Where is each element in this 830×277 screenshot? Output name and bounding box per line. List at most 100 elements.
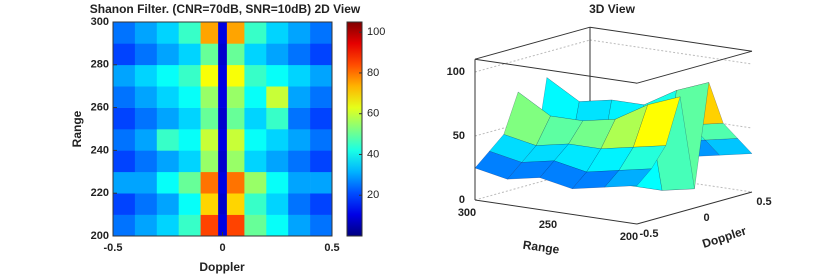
- grid-line: [474, 39, 591, 73]
- heatmap-cell: [288, 64, 311, 87]
- heatmap-cell: [226, 129, 245, 151]
- heatmap-cell: [288, 171, 311, 194]
- heatmap-cell: [244, 150, 267, 173]
- heatmap-cell: [288, 22, 311, 44]
- heatmap-cell: [156, 150, 179, 173]
- heatmap-cell: [310, 43, 333, 66]
- heatmap-cell: [288, 193, 311, 215]
- heatmap-cell: [218, 43, 228, 66]
- heatmap-cell: [113, 22, 136, 44]
- x-tick-label: 0: [703, 212, 709, 224]
- heatmap-cell: [156, 171, 179, 194]
- y-tick-label: 200: [620, 231, 638, 243]
- heatmap-cell: [266, 43, 289, 66]
- heatmap-cell: [156, 214, 179, 237]
- heatmap-cell: [134, 86, 158, 108]
- heatmap-cell: [244, 193, 267, 215]
- heatmap-cell: [178, 193, 201, 215]
- x-axis-label: Doppler: [199, 260, 245, 274]
- heatmap-cell: [266, 64, 289, 87]
- heatmap-cell: [310, 86, 333, 108]
- heatmap-cell: [156, 22, 179, 44]
- heatmap-cell: [226, 150, 245, 173]
- surface-patch: [539, 160, 588, 190]
- heatmap-cell: [200, 107, 219, 130]
- x-tick-label: 0.5: [756, 196, 771, 208]
- y-tick-label: 220: [91, 187, 109, 199]
- heatmap-cell: [266, 86, 289, 108]
- heatmap-cell: [288, 214, 311, 237]
- heatmap-cell: [178, 64, 201, 87]
- colorbar-tick-label: 60: [367, 108, 379, 120]
- heatmap-cell: [113, 64, 136, 87]
- heatmap-cell: [288, 107, 311, 130]
- heatmap-cell: [266, 193, 289, 215]
- heatmap-cell: [113, 150, 136, 173]
- heatmap-cell: [113, 193, 136, 215]
- surface-patch: [506, 160, 555, 180]
- heatmap-cell: [244, 64, 267, 87]
- heatmap-cell: [310, 107, 333, 130]
- heatmap-cell: [156, 193, 179, 215]
- heatmap-cell: [226, 107, 245, 130]
- heatmap-cell: [266, 129, 289, 151]
- heatmap-cell: [244, 214, 267, 237]
- heatmap-cell: [266, 214, 289, 237]
- heatmap-cell: [226, 171, 245, 194]
- heatmap-cell: [218, 64, 228, 87]
- x-tick-label: -0.5: [640, 228, 659, 240]
- heatmap-cell: [156, 64, 179, 87]
- heatmap-cell: [310, 150, 333, 173]
- heatmap-cell: [200, 129, 219, 151]
- heatmap-cell: [200, 22, 219, 44]
- heatmap-cell: [288, 43, 311, 66]
- heatmap-cell: [288, 86, 311, 108]
- heatmap-cell: [178, 150, 201, 173]
- heatmap-cell: [218, 129, 228, 151]
- colorbar-tick-label: 80: [367, 67, 379, 79]
- heatmap-cell: [226, 86, 245, 108]
- heatmap-cell: [200, 86, 219, 108]
- surface-patch: [600, 104, 649, 150]
- heatmap-cell: [244, 43, 267, 66]
- y-tick-label: 280: [91, 59, 109, 71]
- heatmap-cell: [113, 107, 136, 130]
- heatmap-cell: [226, 64, 245, 87]
- heatmap-cell: [200, 43, 219, 66]
- heatmap-cell: [288, 129, 311, 151]
- heatmap-cell: [134, 214, 158, 237]
- heatmap-cell: [200, 64, 219, 87]
- surface-patch: [474, 150, 523, 180]
- heatmap-cell: [244, 86, 267, 108]
- heatmap-cell: [226, 193, 245, 215]
- heatmap-cell: [244, 129, 267, 151]
- surface-title: 3D View: [589, 2, 635, 16]
- axis-line: [474, 199, 638, 225]
- heatmap-cell: [218, 150, 228, 173]
- box-edge: [589, 26, 753, 52]
- heatmap-cell: [113, 129, 136, 151]
- colorbar-tick-label: 40: [367, 148, 379, 160]
- heatmap-cell: [178, 107, 201, 130]
- y-tick-label: 250: [539, 219, 557, 231]
- heatmap-cell: [178, 22, 201, 44]
- heatmap-cell: [178, 171, 201, 194]
- heatmap-cell: [134, 150, 158, 173]
- heatmap-cell: [310, 214, 333, 237]
- surface-patch: [586, 146, 634, 173]
- heatmap-cell: [113, 43, 136, 66]
- box-edge: [474, 26, 591, 60]
- heatmap-cell: [244, 107, 267, 130]
- y-tick-label: 300: [91, 16, 109, 28]
- heatmap-cell: [200, 193, 219, 215]
- heatmap-cell: [218, 22, 228, 44]
- heatmap-cell: [310, 64, 333, 87]
- heatmap-cell: [310, 193, 333, 215]
- heatmap-cell: [134, 43, 158, 66]
- heatmap-cell: [134, 129, 158, 151]
- heatmap-cell: [134, 171, 158, 194]
- heatmap-cell: [156, 129, 179, 151]
- heatmap-cell: [226, 214, 245, 237]
- heatmap-cell: [156, 107, 179, 130]
